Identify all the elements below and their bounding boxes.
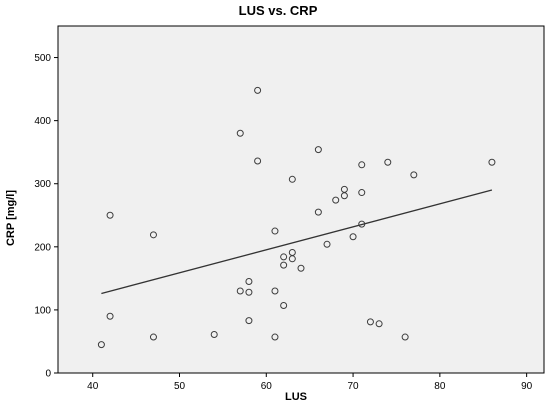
data-point: [410, 171, 418, 179]
data-point: [254, 86, 262, 94]
data-point: [271, 333, 279, 341]
x-axis: 40 50 60 70 80 90: [87, 373, 533, 392]
x-tick-label: 80: [434, 381, 446, 392]
y-tick-label: 300: [34, 179, 51, 190]
data-point: [384, 158, 392, 166]
data-point: [245, 288, 253, 296]
data-points: [97, 86, 496, 349]
y-tick-label: 500: [34, 53, 51, 64]
y-axis: 0 100 200 300 400 500: [34, 53, 58, 380]
data-point: [349, 233, 357, 241]
data-point: [106, 312, 114, 320]
data-point: [488, 158, 496, 166]
data-point: [314, 146, 322, 154]
data-point: [358, 220, 366, 228]
data-point: [106, 211, 114, 219]
data-point: [314, 208, 322, 216]
y-tick-label: 200: [34, 242, 51, 253]
data-point: [254, 157, 262, 165]
y-tick-label: 400: [34, 116, 51, 127]
y-tick-label: 100: [34, 305, 51, 316]
data-point: [245, 278, 253, 286]
data-point: [297, 264, 305, 272]
data-point: [271, 227, 279, 235]
data-point: [332, 196, 340, 204]
x-tick-label: 90: [521, 381, 533, 392]
y-tick-label: 0: [45, 369, 51, 380]
fit-line: [101, 189, 493, 295]
data-point: [149, 333, 157, 341]
data-point: [401, 333, 409, 341]
x-tick-label: 50: [174, 381, 186, 392]
data-point: [366, 318, 374, 326]
data-point: [149, 231, 157, 239]
data-point: [358, 189, 366, 197]
x-tick-label: 40: [87, 381, 99, 392]
y-axis-label: CRP [mg/l]: [5, 190, 17, 246]
x-tick-label: 70: [348, 381, 360, 392]
data-point: [358, 161, 366, 169]
data-point: [245, 317, 253, 325]
chart-title: LUS vs. CRP: [239, 3, 318, 18]
data-point: [236, 287, 244, 295]
data-point: [280, 301, 288, 309]
data-point: [288, 248, 296, 256]
plot-area: [57, 25, 545, 374]
x-tick-label: 60: [261, 381, 273, 392]
data-point: [280, 261, 288, 269]
data-point: [210, 331, 218, 339]
data-point: [280, 253, 288, 261]
data-point: [375, 320, 383, 328]
data-point: [97, 341, 105, 349]
data-point: [288, 175, 296, 183]
data-point: [271, 287, 279, 295]
x-axis-label: LUS: [285, 391, 307, 403]
data-point: [323, 240, 331, 248]
data-point: [236, 129, 244, 137]
data-point: [340, 185, 348, 193]
